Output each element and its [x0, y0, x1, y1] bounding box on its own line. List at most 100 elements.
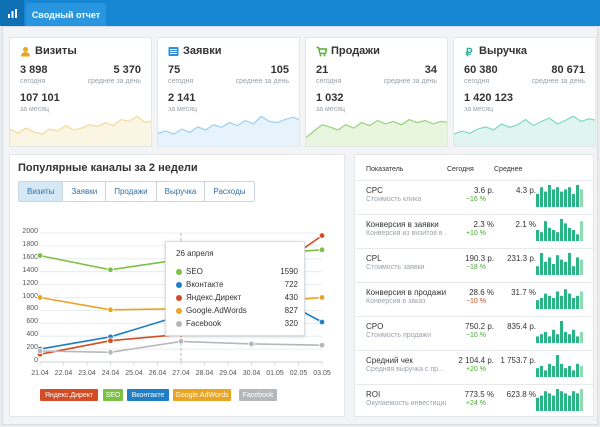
x-tick-label: 21.04 — [31, 370, 49, 377]
sparkline-bar — [540, 334, 543, 343]
kpi-title: Продажи — [316, 45, 380, 57]
tooltip-series-value: 827 — [284, 306, 298, 315]
legend-item[interactable]: Яндекс.Директ — [40, 389, 98, 401]
tooltip-series-name: Яндекс.Директ — [186, 293, 242, 302]
sparkline-bar — [548, 227, 551, 241]
tab-summary-report[interactable]: Сводный отчет — [26, 3, 106, 26]
metric-change: −18 % — [465, 264, 486, 271]
metric-bar-sparkline — [536, 355, 583, 377]
x-tick-label: 26.04 — [148, 370, 167, 377]
kpi-card: Продажи 21 сегодня 34 среднее за день 1 032 за… — [305, 37, 448, 147]
series-dot — [176, 308, 182, 314]
sparkline-bar — [552, 395, 555, 411]
sparkline-bar — [556, 334, 559, 343]
chart-icon[interactable] — [0, 0, 24, 26]
sparkline-bar — [568, 187, 571, 207]
metric-row[interactable]: CPC Стоимость клика 3.6 р. −16 % 4.3 р. — [356, 180, 594, 214]
kpi-title: ₽ Выручка — [464, 45, 528, 59]
y-tick-label: 0 — [34, 357, 38, 364]
metric-row[interactable]: CPL Стоимость заявки 190.3 р. −18 % 231.3 р. — [356, 248, 594, 282]
metric-name: Конверсия в заявки — [366, 220, 439, 229]
y-tick-label: 2000 — [22, 228, 38, 235]
legend-item[interactable]: Facebook — [239, 389, 277, 401]
kpi-today-label: сегодня — [464, 78, 490, 85]
sparkline-bar — [536, 193, 539, 207]
metric-row[interactable]: Средний чек Средняя выручка с пр... 2 104.… — [356, 350, 594, 384]
series-dot — [176, 282, 182, 288]
sparkline-bar — [552, 264, 555, 275]
metric-row[interactable]: Конверсия в продажи Конверсия в заказ 28.6… — [356, 282, 594, 316]
kpi-sparkline — [454, 115, 595, 146]
kpi-card: Визиты 3 898 сегодня 5 370 среднее за день 10… — [9, 37, 152, 147]
sparkline-bar — [552, 366, 555, 377]
tooltip-row: Вконтакте 722 — [176, 280, 298, 290]
channels-title: Популярные каналы за 2 недели — [18, 162, 198, 174]
ruble-icon: ₽ — [464, 46, 475, 59]
tooltip-series-value: 1590 — [280, 267, 298, 276]
sparkline-bar — [564, 289, 567, 309]
tab-revenue[interactable]: Выручка — [157, 182, 206, 201]
sparkline-bar — [540, 232, 543, 241]
metric-name: CPC — [366, 186, 383, 195]
tooltip-row: Яндекс.Директ 430 — [176, 293, 298, 303]
kpi-average-value: 105 — [270, 64, 289, 76]
metric-average-value: 1 753.7 р. — [500, 356, 536, 365]
sparkline-bar — [576, 336, 579, 343]
sparkline-bar — [556, 187, 559, 207]
col-header-today: Сегодня — [447, 166, 474, 173]
metric-row[interactable]: ROI Окупаемость инвестиций 773.5 % +24 % 623… — [356, 384, 594, 418]
metric-row[interactable]: CPO Стоимость продажи 750.2 р. −10 % 835.4 р… — [356, 316, 594, 350]
metric-bar-sparkline — [536, 389, 583, 411]
sparkline-bar — [544, 293, 547, 309]
kpi-title-label: Визиты — [35, 45, 77, 57]
tab-leads[interactable]: Заявки — [63, 182, 107, 201]
sparkline-bar — [540, 298, 543, 309]
kpi-sparkline — [158, 115, 299, 146]
legend-item[interactable]: Вконтакте — [127, 389, 169, 401]
sparkline-bar — [576, 295, 579, 309]
tab-expenses[interactable]: Расходы — [213, 187, 246, 196]
sparkline-bar — [560, 363, 563, 377]
sparkline-bar — [552, 298, 555, 309]
sparkline-bar — [552, 230, 555, 241]
x-tick-label: 29.04 — [219, 370, 237, 377]
sparkline-bar — [536, 266, 539, 275]
col-header-average: Среднее — [494, 166, 523, 173]
y-tick-label: 1200 — [22, 279, 38, 287]
metric-row[interactable]: Конверсия в заявки Конверсия из визитов в… — [356, 214, 594, 248]
tab-visits[interactable]: Визиты — [19, 182, 64, 201]
sparkline-bar — [548, 257, 551, 275]
sparkline-bar — [560, 191, 563, 207]
sparkline-bar — [564, 189, 567, 207]
tab-sales[interactable]: Продажи — [106, 182, 157, 201]
y-tick-label: 1400 — [22, 266, 38, 274]
kpi-card: ₽ Выручка 60 380 сегодня 80 671 среднее за де… — [453, 37, 596, 147]
metric-change: −10 % — [465, 332, 486, 339]
metric-change: +24 % — [465, 400, 486, 407]
svg-text:₽: ₽ — [466, 47, 473, 57]
sparkline-bar — [580, 389, 583, 411]
sparkline-bar — [564, 332, 567, 343]
metric-change: +20 % — [465, 366, 486, 373]
metric-change: −16 % — [465, 196, 486, 203]
metric-description: Стоимость клика — [366, 196, 422, 203]
metric-today-value: 750.2 р. — [465, 322, 494, 331]
metric-today-value: 190.3 р. — [465, 254, 494, 263]
tooltip-row: Facebook 320 — [176, 319, 298, 329]
sparkline-bar — [580, 291, 583, 309]
y-tick-label: 1800 — [22, 240, 38, 248]
metric-name: Конверсия в продажи — [366, 288, 447, 297]
legend-item[interactable]: SEO — [103, 389, 123, 401]
sparkline-bar — [560, 391, 563, 411]
sparkline-bar — [540, 253, 543, 275]
metric-today-value: 773.5 % — [464, 390, 494, 399]
user-icon — [20, 46, 31, 57]
sparkline-bar — [576, 185, 579, 207]
sparkline-bar — [560, 259, 563, 275]
metric-average-value: 2.1 % — [515, 220, 536, 229]
sparkline-bar — [560, 295, 563, 309]
tooltip-series-name: Google.AdWords — [186, 306, 247, 315]
sparkline-bar — [564, 393, 567, 411]
x-tick-label: 27.04 — [172, 370, 190, 377]
legend-item[interactable]: Google.AdWords — [173, 389, 231, 401]
